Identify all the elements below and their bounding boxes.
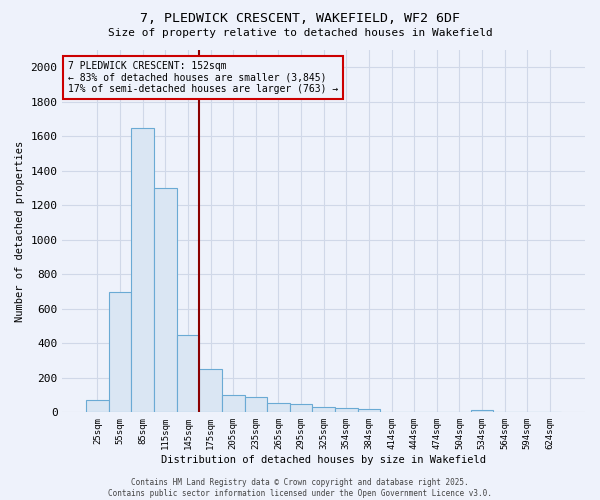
Bar (471, 410, 493, 412)
Text: 7, PLEDWICK CRESCENT, WAKEFIELD, WF2 6DF: 7, PLEDWICK CRESCENT, WAKEFIELD, WF2 6DF (140, 12, 460, 26)
Bar (267, 403, 290, 412)
Bar (222, 395, 245, 412)
Bar (86, 400, 109, 412)
Bar (199, 369, 222, 412)
Text: 7 PLEDWICK CRESCENT: 152sqm
← 83% of detached houses are smaller (3,845)
17% of : 7 PLEDWICK CRESCENT: 152sqm ← 83% of det… (68, 61, 338, 94)
Bar (358, 409, 380, 412)
Text: Size of property relative to detached houses in Wakefield: Size of property relative to detached ho… (107, 28, 493, 38)
Y-axis label: Number of detached properties: Number of detached properties (15, 140, 25, 322)
Bar (131, 128, 154, 412)
Text: Contains HM Land Registry data © Crown copyright and database right 2025.
Contai: Contains HM Land Registry data © Crown c… (108, 478, 492, 498)
Bar (290, 404, 313, 412)
Bar (154, 188, 176, 412)
Bar (245, 397, 267, 412)
Bar (109, 292, 131, 412)
Bar (313, 407, 335, 412)
X-axis label: Distribution of detached houses by size in Wakefield: Distribution of detached houses by size … (161, 455, 486, 465)
Bar (335, 408, 358, 412)
Bar (176, 334, 199, 412)
